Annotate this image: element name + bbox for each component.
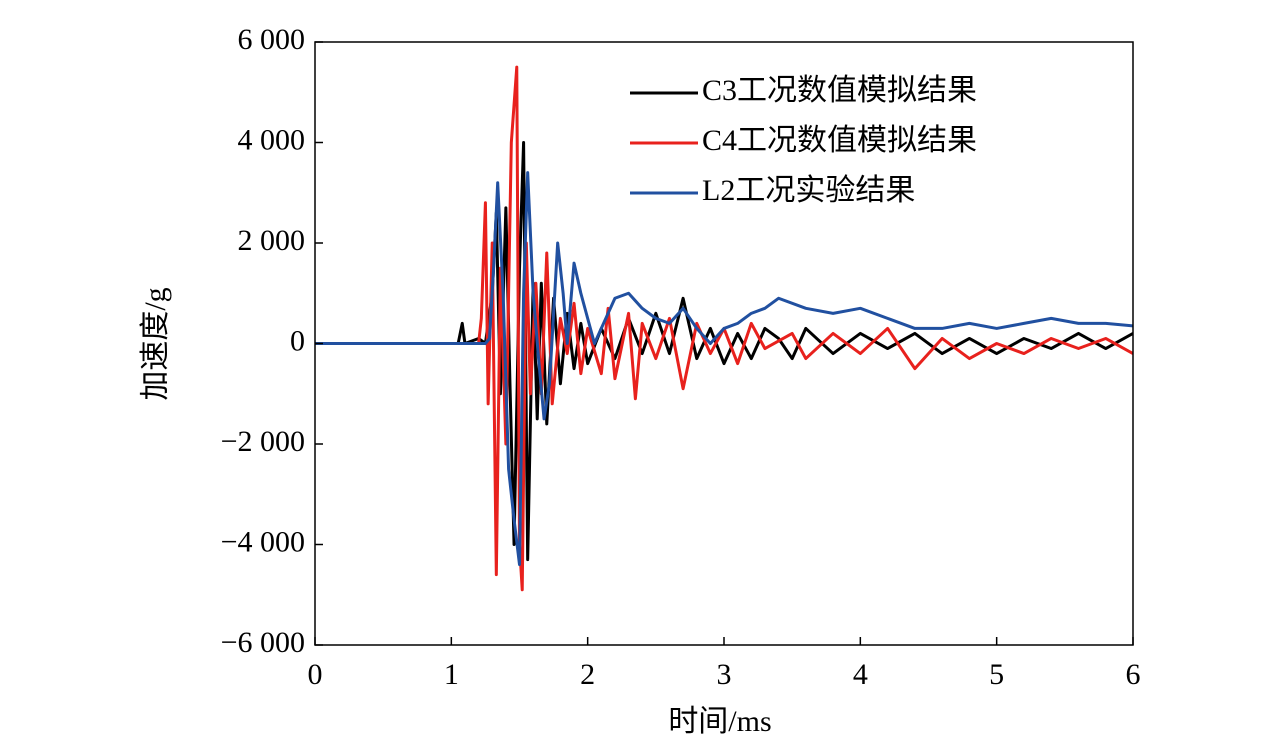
legend-label: C4工况数值模拟结果 (702, 124, 977, 157)
y-tick-label: −4 000 (221, 525, 305, 558)
legend-label: C3工况数值模拟结果 (702, 74, 977, 107)
y-tick-label: 6 000 (238, 23, 306, 56)
x-tick-label: 4 (853, 658, 868, 691)
x-tick-label: 3 (717, 658, 732, 691)
x-tick-label: 2 (580, 658, 595, 691)
x-axis-label: 时间/ms (668, 705, 771, 738)
legend-label: L2工况实验结果 (702, 174, 915, 207)
y-tick-label: 0 (290, 324, 305, 357)
y-tick-label: −2 000 (221, 425, 305, 458)
y-tick-label: 4 000 (238, 123, 306, 156)
x-tick-label: 0 (308, 658, 323, 691)
series-line (315, 171, 1133, 567)
x-tick-label: 1 (444, 658, 459, 691)
y-axis-label: 加速度/g (139, 287, 172, 400)
x-tick-label: 5 (989, 658, 1004, 691)
x-tick-label: 6 (1126, 658, 1141, 691)
y-tick-label: 2 000 (238, 224, 306, 257)
y-tick-label: −6 000 (221, 626, 305, 659)
series-line (315, 65, 1133, 592)
